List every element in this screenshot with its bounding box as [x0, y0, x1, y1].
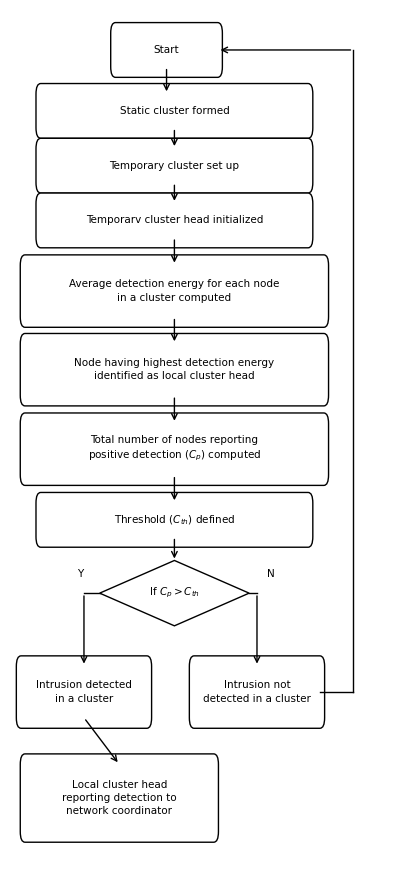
- FancyBboxPatch shape: [36, 83, 313, 138]
- FancyBboxPatch shape: [20, 413, 329, 486]
- Text: Threshold ($C_{th}$) defined: Threshold ($C_{th}$) defined: [114, 513, 235, 526]
- Text: N: N: [267, 569, 274, 579]
- Text: Intrusion not
detected in a cluster: Intrusion not detected in a cluster: [203, 680, 311, 703]
- FancyBboxPatch shape: [20, 255, 329, 327]
- FancyBboxPatch shape: [20, 754, 219, 843]
- Text: Average detection energy for each node
in a cluster computed: Average detection energy for each node i…: [69, 279, 280, 303]
- Text: Start: Start: [154, 45, 179, 55]
- FancyBboxPatch shape: [36, 493, 313, 548]
- FancyBboxPatch shape: [111, 22, 223, 77]
- FancyBboxPatch shape: [36, 193, 313, 248]
- Text: Temporarv cluster head initialized: Temporarv cluster head initialized: [86, 215, 263, 225]
- Text: Intrusion detected
in a cluster: Intrusion detected in a cluster: [36, 680, 132, 703]
- Text: Total number of nodes reporting
positive detection ($C_p$) computed: Total number of nodes reporting positive…: [88, 435, 261, 463]
- Text: If $C_p > C_{th}$: If $C_p > C_{th}$: [149, 586, 200, 601]
- Text: Static cluster formed: Static cluster formed: [120, 106, 229, 116]
- FancyBboxPatch shape: [20, 333, 329, 406]
- Text: Local cluster head
reporting detection to
network coordinator: Local cluster head reporting detection t…: [62, 780, 177, 816]
- FancyBboxPatch shape: [36, 138, 313, 193]
- Text: Y: Y: [77, 569, 83, 579]
- Polygon shape: [100, 561, 249, 626]
- Text: Temporary cluster set up: Temporary cluster set up: [109, 160, 240, 171]
- FancyBboxPatch shape: [189, 656, 325, 728]
- Text: Node having highest detection energy
identified as local cluster head: Node having highest detection energy ide…: [74, 358, 274, 381]
- FancyBboxPatch shape: [16, 656, 152, 728]
